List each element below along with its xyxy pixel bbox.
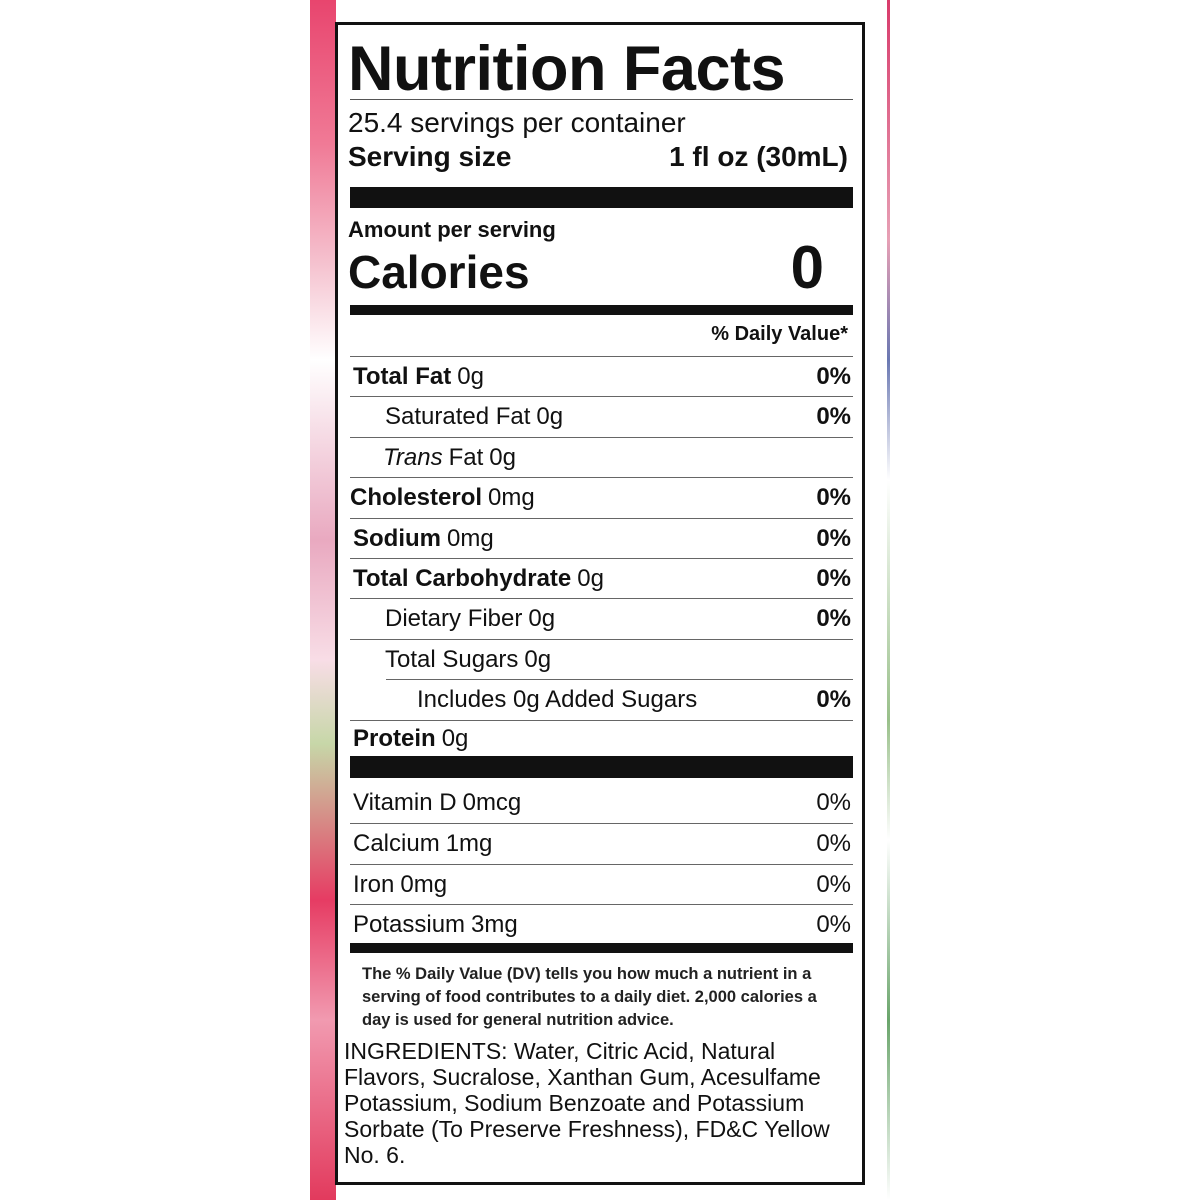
nutrient-name: Saturated Fat — [385, 403, 531, 431]
servings: 25.4 servings per container — [348, 107, 686, 138]
calories-value: 0 — [790, 234, 824, 301]
nutrient-amount: 0g — [524, 645, 552, 673]
vitamin-name: Calcium — [353, 830, 440, 858]
nutrient-row: Sodium 0mg 0% — [350, 517, 853, 558]
floral-strip — [310, 0, 336, 1200]
amount-per-serving: Amount per serving — [348, 217, 556, 242]
medium-bar — [350, 943, 853, 953]
nutrient-name: Sodium — [353, 524, 441, 552]
daily-value-header: % Daily Value* — [711, 323, 848, 345]
serving-size-label: Serving size — [348, 141, 512, 172]
vitamin-dv: 0% — [816, 911, 851, 939]
edge-strip — [887, 0, 890, 1200]
footnote: The % Daily Value (DV) tells you how muc… — [362, 965, 817, 1029]
nutrient-name: Includes 0g Added Sugars — [417, 686, 698, 714]
nutrient-dv: 0% — [816, 564, 851, 592]
nutrient-amount: 0g — [528, 605, 556, 633]
nutrient-row: Cholesterol 0mg 0% — [350, 477, 853, 517]
nutrient-row: Total Carbohydrate 0g 0% — [350, 557, 853, 598]
nutrient-name: Cholesterol — [350, 484, 483, 512]
serving-size-value: 1 fl oz (30mL) — [669, 141, 848, 172]
vitamin-row: Potassium 3mg 0% — [350, 904, 853, 944]
nutrient-dv: 0% — [816, 484, 851, 512]
nutrient-row: Total Fat 0g 0% — [350, 356, 853, 396]
nutrient-row: Trans Fat 0g — [350, 436, 853, 477]
nutrient-list: Total Fat 0g 0% Saturated Fat 0g 0% Trans Fat… — [350, 356, 853, 760]
nutrient-name: Total Sugars — [385, 645, 519, 673]
nutrient-amount: 0g — [489, 443, 516, 471]
medium-bar — [350, 305, 853, 315]
nutrient-name: Total Carbohydrate — [353, 564, 572, 592]
nutrient-dv: 0% — [816, 363, 851, 390]
nutrient-name: Fat — [448, 443, 484, 471]
nutrient-amount: 0g — [536, 403, 564, 431]
vitamin-name: Iron — [353, 870, 395, 898]
vitamin-amount: 1mg — [445, 830, 493, 858]
thick-bar — [350, 756, 853, 778]
nutrient-row: Protein 0g — [350, 719, 853, 760]
nutrient-amount: 0mg — [447, 524, 494, 552]
vitamin-row: Vitamin D 0mcg 0% — [350, 783, 853, 823]
title: Nutrition Facts — [348, 34, 786, 104]
vitamin-dv: 0% — [816, 789, 851, 816]
vitamin-name: Vitamin D — [353, 789, 457, 816]
nutrient-amount: 0mg — [488, 484, 535, 512]
nutrient-amount: 0g — [577, 564, 604, 592]
calories-label: Calories — [348, 246, 530, 298]
nutrient-amount: 0g — [457, 363, 484, 390]
nutrient-row: Dietary Fiber 0g 0% — [350, 598, 853, 638]
nutrient-dv: 0% — [816, 524, 851, 552]
vitamin-list: Vitamin D 0mcg 0% Calcium 1mg 0% Iron 0mg 0% P… — [350, 783, 853, 945]
vitamin-row: Calcium 1mg 0% — [350, 823, 853, 863]
rule — [350, 99, 853, 100]
vitamin-amount: 0mg — [400, 870, 448, 898]
nutrient-row: Total Sugars 0g — [350, 638, 853, 679]
nutrient-name-italic: Trans — [383, 443, 443, 471]
vitamin-dv: 0% — [816, 830, 851, 858]
vitamin-name: Potassium — [353, 911, 466, 939]
vitamin-dv: 0% — [816, 870, 851, 898]
nutrient-row: Saturated Fat 0g 0% — [350, 396, 853, 436]
vitamin-row: Iron 0mg 0% — [350, 863, 853, 904]
nutrient-dv: 0% — [816, 605, 851, 633]
ingredients: INGREDIENTS: Water, Citric Acid, Natural… — [344, 1038, 830, 1168]
nutrient-row: Includes 0g Added Sugars 0% — [386, 679, 853, 719]
nutrient-name: Total Fat — [353, 363, 452, 390]
nutrient-name: Dietary Fiber — [385, 605, 523, 633]
nutrient-dv: 0% — [816, 686, 851, 714]
nutrient-amount: 0g — [441, 724, 469, 752]
vitamin-amount: 0mcg — [462, 789, 522, 816]
nutrition-label: Nutrition Facts 25.4 servings per contai… — [335, 22, 865, 1185]
nutrient-dv: 0% — [816, 403, 851, 431]
nutrient-name: Protein — [353, 724, 436, 752]
vitamin-amount: 3mg — [471, 911, 518, 939]
thick-bar — [350, 187, 853, 208]
